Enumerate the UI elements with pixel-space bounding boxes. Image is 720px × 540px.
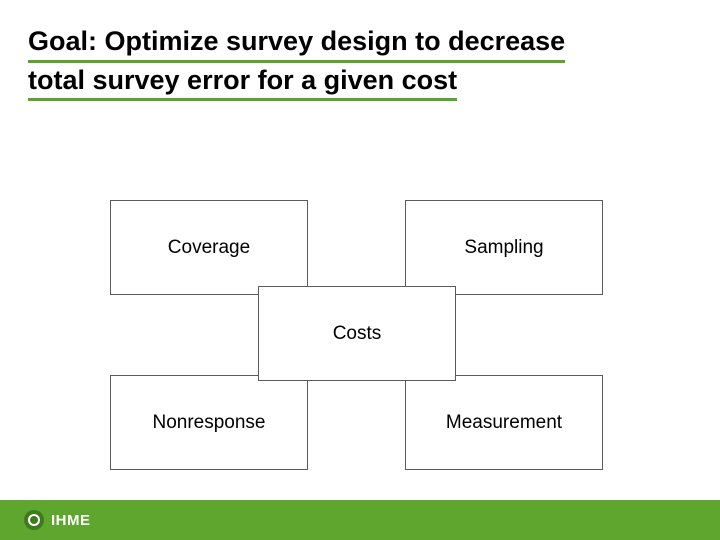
- slide: Goal: Optimize survey design to decrease…: [0, 0, 720, 540]
- box-label: Costs: [333, 323, 382, 345]
- box-label: Nonresponse: [152, 412, 265, 434]
- diagram: Coverage Sampling Nonresponse Measuremen…: [0, 0, 720, 540]
- box-label: Coverage: [168, 237, 250, 259]
- box-measurement: Measurement: [405, 375, 603, 470]
- box-coverage: Coverage: [110, 200, 308, 295]
- box-sampling: Sampling: [405, 200, 603, 295]
- footer-bar: IHME: [0, 500, 720, 540]
- box-label: Measurement: [446, 412, 562, 434]
- box-label: Sampling: [464, 237, 543, 259]
- box-nonresponse: Nonresponse: [110, 375, 308, 470]
- globe-icon: [24, 510, 44, 530]
- box-costs: Costs: [258, 286, 456, 381]
- footer-logo-text: IHME: [51, 512, 91, 529]
